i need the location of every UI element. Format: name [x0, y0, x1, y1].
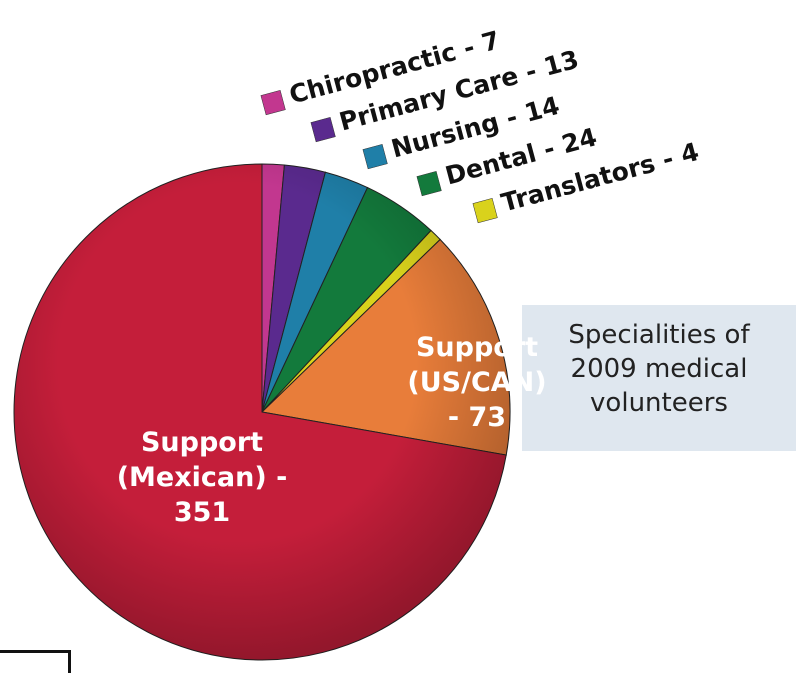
- legend-swatch: [472, 198, 498, 224]
- legend-swatch: [310, 117, 336, 143]
- slice-label: Support (US/CAN) - 73: [407, 332, 547, 434]
- chart-title: Specialities of 2009 medical volunteers: [522, 305, 796, 451]
- legend-swatch: [362, 144, 388, 170]
- slice-label: Support (Mexican) - 351: [116, 427, 288, 529]
- legend-swatch: [416, 171, 442, 197]
- frame: [0, 650, 71, 673]
- legend-swatch: [260, 90, 286, 116]
